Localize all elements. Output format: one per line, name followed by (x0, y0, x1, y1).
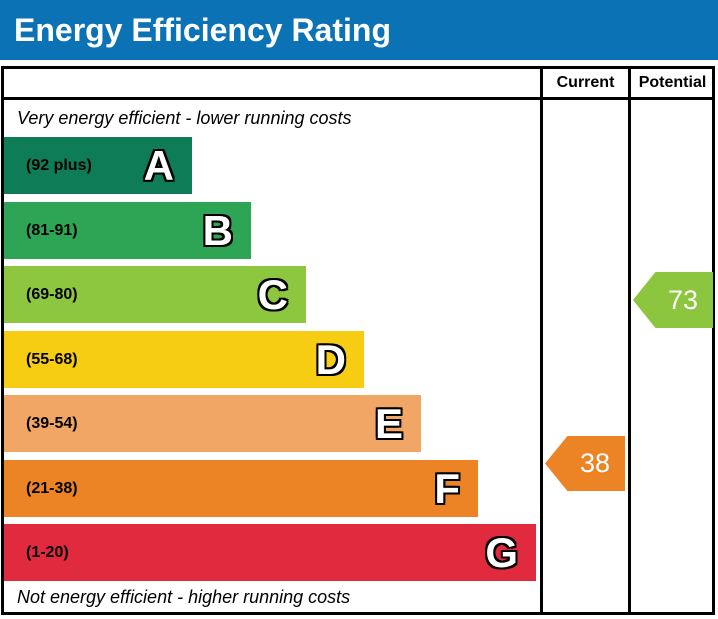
rating-table: Current Potential Very energy efficient … (1, 66, 715, 615)
page-title: Energy Efficiency Rating (14, 11, 391, 48)
band-f: (21-38) F (4, 460, 478, 517)
title-bar: Energy Efficiency Rating (0, 0, 718, 60)
band-range-label: (55-68) (26, 350, 78, 368)
band-range-label: (21-38) (26, 479, 78, 497)
band-d: (55-68) D (4, 331, 364, 388)
band-range-label: (81-91) (26, 221, 78, 239)
band-letter: G (485, 529, 518, 576)
band-e: (39-54) E (4, 395, 421, 452)
header-row-divider (4, 97, 712, 100)
potential-column-divider (628, 69, 631, 612)
band-letter: B (202, 207, 233, 254)
band-letter: A (143, 142, 174, 189)
band-list: (92 plus) A (81-91) B (69-80) C (55-68) D (39-54… (4, 69, 712, 612)
band-letter: C (257, 271, 288, 318)
potential-rating-value: 73 (667, 284, 699, 315)
band-letter: D (315, 336, 346, 383)
band-range-label: (1-20) (26, 543, 69, 561)
band-range-label: (39-54) (26, 414, 78, 432)
current-column-header: Current (556, 74, 615, 91)
band-g: (1-20) G (4, 524, 536, 581)
band-a: (92 plus) A (4, 137, 192, 194)
current-rating-value: 38 (579, 448, 611, 478)
band-range-label: (92 plus) (26, 156, 92, 174)
band-b: (81-91) B (4, 202, 251, 259)
bottom-note: Not energy efficient - higher running co… (17, 587, 351, 607)
band-letter: E (374, 400, 403, 447)
band-letter: F (434, 465, 460, 512)
current-column-divider (540, 69, 543, 612)
band-c: (69-80) C (4, 266, 306, 323)
potential-column-header: Potential (638, 74, 707, 91)
band-range-label: (69-80) (26, 285, 78, 303)
top-note: Very energy efficient - lower running co… (17, 108, 352, 128)
